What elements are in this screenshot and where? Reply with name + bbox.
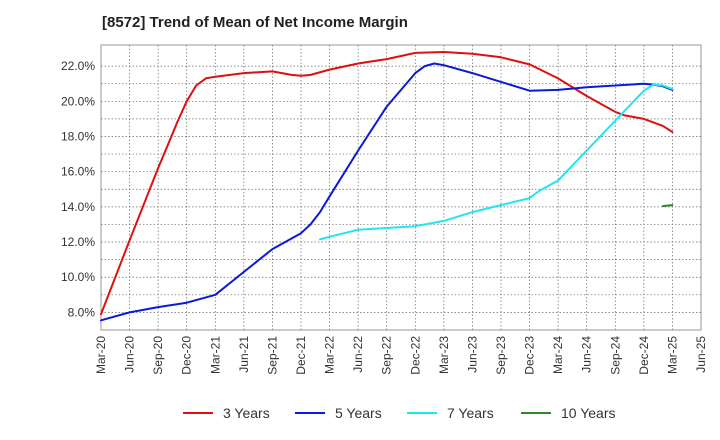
x-tick-label: Jun-21 [237, 336, 251, 373]
x-tick-label: Sep-22 [380, 336, 394, 375]
x-tick-label: Sep-24 [608, 336, 622, 375]
chart-title: [8572] Trend of Mean of Net Income Margi… [102, 14, 408, 31]
x-tick-label: Dec-23 [523, 336, 537, 375]
legend-item-3-years: 3 Years [183, 405, 270, 421]
x-tick-label: Dec-21 [294, 336, 308, 375]
series-lines [100, 51, 674, 322]
series-line-3-years [100, 51, 674, 316]
x-tick-label: Dec-24 [637, 336, 651, 375]
x-tick-label: Sep-23 [494, 336, 508, 375]
legend-item-5-years: 5 Years [295, 405, 382, 421]
x-tick-label: Mar-21 [208, 336, 222, 374]
legend-swatch [407, 412, 437, 414]
y-tick-label: 8.0% [68, 305, 96, 319]
legend-item-7-years: 7 Years [407, 405, 494, 421]
y-axis: 8.0% 10.0% 12.0% 14.0% 16.0% 18.0% 20.0% 22.0% [61, 59, 95, 319]
series-line-7-years [319, 83, 674, 241]
x-tick-label: Dec-22 [408, 336, 422, 375]
series-line-10-years [661, 204, 674, 207]
y-tick-label: 12.0% [61, 235, 95, 249]
y-tick-label: 14.0% [61, 200, 95, 214]
y-tick-label: 10.0% [61, 270, 95, 284]
chart-legend: 3 Years 5 Years 7 Years 10 Years [0, 405, 720, 425]
x-tick-label: Sep-20 [151, 336, 165, 375]
y-tick-label: 18.0% [61, 129, 95, 143]
y-tick-label: 16.0% [61, 165, 95, 179]
x-tick-label: Jun-25 [694, 336, 708, 373]
x-tick-label: Dec-20 [180, 336, 194, 375]
legend-label: 10 Years [561, 405, 616, 421]
x-axis: Mar-20 Jun-20 Sep-20 Dec-20 Mar-21 Jun-21 Sep-… [94, 336, 708, 375]
x-tick-label: Jun-20 [123, 336, 137, 373]
legend-swatch [521, 412, 551, 414]
x-tick-label: Mar-20 [94, 336, 108, 374]
x-tick-label: Mar-25 [665, 336, 679, 374]
x-tick-label: Jun-24 [580, 336, 594, 373]
legend-item-10-years: 10 Years [521, 405, 616, 421]
legend-swatch [183, 412, 213, 414]
legend-label: 3 Years [223, 405, 270, 421]
x-tick-label: Mar-22 [323, 336, 337, 374]
legend-label: 7 Years [447, 405, 494, 421]
x-tick-label: Mar-24 [551, 336, 565, 374]
x-tick-label: Jun-22 [351, 336, 365, 373]
x-tick-label: Jun-23 [465, 336, 479, 373]
legend-swatch [295, 412, 325, 414]
x-tick-label: Mar-23 [437, 336, 451, 374]
x-tick-label: Sep-21 [265, 336, 279, 375]
y-tick-label: 20.0% [61, 94, 95, 108]
series-line-5-years [100, 62, 674, 322]
plot-area [100, 44, 702, 331]
legend-label: 5 Years [335, 405, 382, 421]
y-tick-label: 22.0% [61, 59, 95, 73]
